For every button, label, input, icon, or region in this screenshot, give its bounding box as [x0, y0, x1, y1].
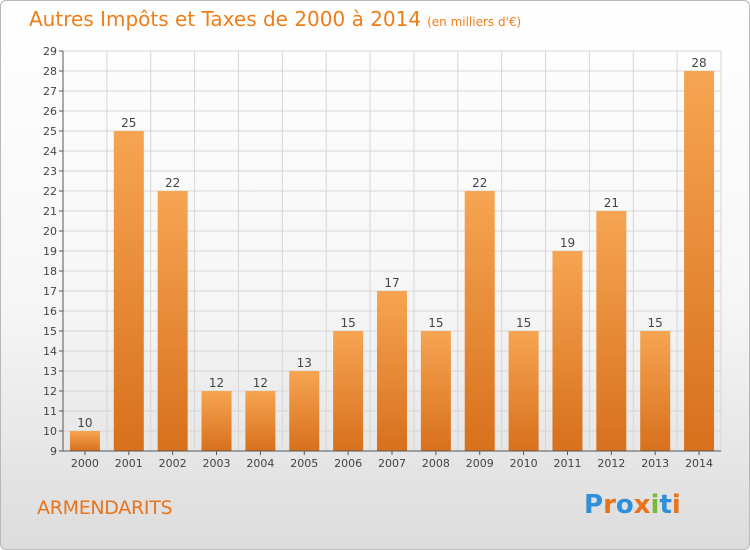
logo-letter: P	[584, 490, 604, 520]
logo-letter: x	[633, 490, 651, 520]
bar-value-label: 21	[604, 196, 619, 210]
bar-value-label: 10	[77, 416, 92, 430]
bar-value-label: 22	[472, 176, 487, 190]
logo-letter: o	[615, 490, 634, 520]
x-tick-label: 2014	[685, 457, 713, 470]
town-name: ARMENDARITS	[37, 497, 173, 519]
x-tick-label: 2000	[71, 457, 99, 470]
y-tick-label: 27	[43, 85, 57, 98]
y-tick-label: 10	[43, 425, 57, 438]
proxiti-logo[interactable]: Proxiti	[584, 490, 681, 520]
bar-value-label: 15	[648, 316, 663, 330]
y-tick-label: 18	[43, 265, 57, 278]
bar-2012	[596, 211, 627, 451]
bar-value-label: 15	[340, 316, 355, 330]
x-tick-label: 2004	[246, 457, 274, 470]
axis-layer: 9 10 11 12 13 14 15 16 17 18 19 20 21 22 23 24 25 26 27 28 2…	[43, 45, 721, 470]
x-tick-label: 2002	[159, 457, 187, 470]
y-tick-label: 16	[43, 305, 57, 318]
bar-value-label: 19	[560, 236, 575, 250]
x-tick-label: 2011	[553, 457, 581, 470]
bar-2000	[69, 431, 100, 451]
y-tick-label: 25	[43, 125, 57, 138]
x-tick-label: 2009	[466, 457, 494, 470]
y-tick-label: 14	[43, 345, 57, 358]
bar-value-label: 25	[121, 116, 136, 130]
bar-value-label: 13	[297, 356, 312, 370]
bar-2013	[640, 331, 671, 451]
y-tick-label: 15	[43, 325, 57, 338]
y-tick-label: 9	[50, 445, 57, 458]
y-tick-label: 29	[43, 45, 57, 58]
bar-value-label: 15	[516, 316, 531, 330]
bar-2007	[377, 291, 407, 451]
y-tick-label: 20	[43, 225, 57, 238]
x-tick-label: 2008	[422, 457, 450, 470]
y-tick-label: 21	[43, 205, 57, 218]
chart-unit-note: (en milliers d'€)	[427, 15, 522, 29]
x-tick-label: 2005	[290, 457, 318, 470]
y-tick-label: 23	[43, 165, 57, 178]
bar-2011	[552, 251, 583, 451]
x-tick-label: 2003	[203, 457, 231, 470]
x-tick-label: 2010	[510, 457, 538, 470]
logo-letter: i	[671, 490, 681, 520]
bar-2008	[420, 331, 451, 451]
bar-layer: 10 25 22 12 12 13 15 17 15 22 15 19 21 15 28	[69, 56, 715, 451]
y-tick-label: 12	[43, 385, 57, 398]
y-tick-label: 28	[43, 65, 57, 78]
bar-2002	[157, 191, 188, 451]
y-tick-label: 17	[43, 285, 57, 298]
x-tick-label: 2001	[115, 457, 143, 470]
x-tick-label: 2007	[378, 457, 406, 470]
bar-value-label: 28	[691, 56, 706, 70]
y-tick-label: 19	[43, 245, 57, 258]
x-tick-label: 2013	[641, 457, 669, 470]
y-tick-label: 26	[43, 105, 57, 118]
chart-title-text: Autres Impôts et Taxes de 2000 à 2014	[29, 7, 422, 31]
bar-2001	[113, 131, 144, 451]
logo-letter: r	[603, 490, 616, 520]
bar-2014	[684, 71, 715, 451]
y-tick-label: 24	[43, 145, 57, 158]
bar-2009	[464, 191, 495, 451]
bar-value-label: 22	[165, 176, 180, 190]
bar-2003	[201, 391, 232, 451]
y-tick-label: 11	[43, 405, 57, 418]
x-tick-label: 2006	[334, 457, 362, 470]
chart-title: Autres Impôts et Taxes de 2000 à 2014 (en…	[29, 7, 521, 31]
bar-value-label: 12	[209, 376, 224, 390]
bar-value-label: 12	[253, 376, 268, 390]
bar-2006	[333, 331, 364, 451]
logo-letter: i	[650, 490, 660, 520]
logo-letter: t	[659, 490, 672, 520]
y-tick-label: 22	[43, 185, 57, 198]
bar-value-label: 15	[428, 316, 443, 330]
x-tick-label: 2012	[597, 457, 625, 470]
bar-2005	[289, 371, 320, 451]
y-tick-label: 13	[43, 365, 57, 378]
bar-value-label: 17	[384, 276, 399, 290]
bar-2004	[245, 391, 276, 451]
bar-2010	[508, 331, 539, 451]
